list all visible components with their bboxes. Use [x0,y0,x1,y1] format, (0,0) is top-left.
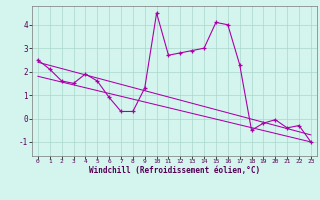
X-axis label: Windchill (Refroidissement éolien,°C): Windchill (Refroidissement éolien,°C) [89,166,260,175]
